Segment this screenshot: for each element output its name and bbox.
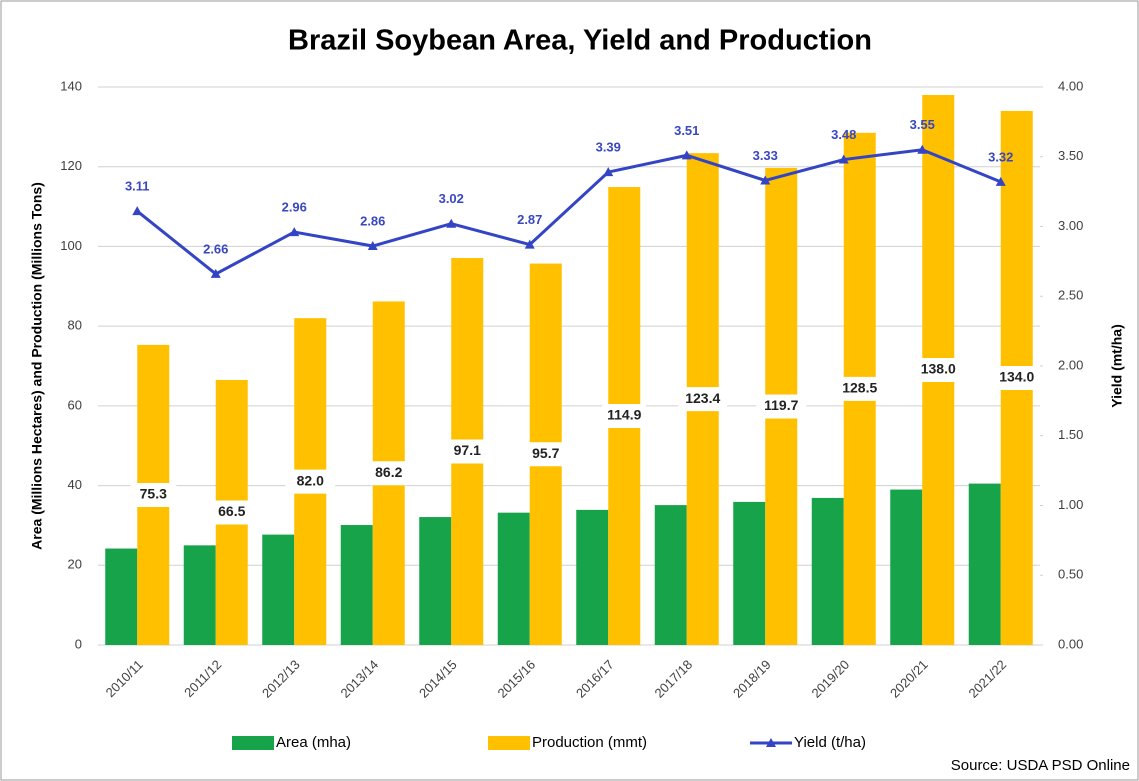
line-marker xyxy=(524,239,535,249)
value-label: 3.55 xyxy=(910,117,935,132)
y-tick-label: 20 xyxy=(68,557,82,572)
legend-label: Yield (t/ha) xyxy=(794,734,866,751)
y-tick-label: 0 xyxy=(75,636,82,651)
bar xyxy=(497,512,530,645)
value-label: 3.02 xyxy=(439,191,464,206)
value-label-box xyxy=(677,387,728,412)
y2-tick-label: 3.00 xyxy=(1058,218,1083,233)
value-label-box xyxy=(991,365,1042,390)
line-marker xyxy=(760,175,771,185)
value-label-box xyxy=(442,439,493,464)
bar xyxy=(340,525,373,645)
legend-marker xyxy=(766,738,776,747)
bar xyxy=(262,534,295,645)
value-label: 3.32 xyxy=(988,149,1013,164)
value-label-box xyxy=(363,461,414,486)
bar xyxy=(576,509,609,645)
y2-tick-label: 1.50 xyxy=(1058,427,1083,442)
y2-tick-label: 1.00 xyxy=(1058,497,1083,512)
y2-axis-title: Yield (mt/ha) xyxy=(1109,324,1125,408)
value-label: 3.48 xyxy=(831,127,856,142)
bar xyxy=(733,501,766,645)
y-tick-label: 40 xyxy=(68,477,82,492)
line-marker xyxy=(917,144,928,154)
source-note: Source: USDA PSD Online xyxy=(951,757,1130,774)
value-label: 95.7 xyxy=(532,445,559,461)
bar xyxy=(890,489,923,645)
value-label: 3.33 xyxy=(753,148,778,163)
value-label-box xyxy=(913,357,964,382)
y-tick-label: 80 xyxy=(68,318,82,333)
line-marker xyxy=(838,154,849,164)
value-label-box xyxy=(834,376,885,401)
line-marker xyxy=(132,206,143,216)
value-label: 2.66 xyxy=(203,241,228,256)
y-tick-label: 100 xyxy=(60,238,82,253)
value-label: 2.87 xyxy=(517,212,542,227)
y2-tick-label: 2.00 xyxy=(1058,357,1083,372)
bar xyxy=(183,545,216,645)
value-label: 114.9 xyxy=(607,407,641,423)
y-tick-label: 60 xyxy=(68,397,82,412)
y2-tick-label: 4.00 xyxy=(1058,78,1083,93)
line-marker xyxy=(681,150,692,160)
bar xyxy=(105,548,138,645)
value-label-box xyxy=(756,394,807,419)
legend-label: Production (mmt) xyxy=(532,734,647,751)
value-label: 66.5 xyxy=(218,503,245,519)
value-label: 119.7 xyxy=(764,397,798,413)
value-label: 134.0 xyxy=(999,369,1034,385)
y2-tick-label: 0.00 xyxy=(1058,636,1083,651)
grid xyxy=(98,86,1043,646)
line-marker xyxy=(289,227,300,237)
value-label-box xyxy=(285,469,336,494)
legend-swatch xyxy=(488,736,530,750)
value-label: 128.5 xyxy=(842,380,877,396)
value-label: 86.2 xyxy=(375,464,402,480)
line-marker xyxy=(603,167,614,177)
bar xyxy=(811,497,844,645)
value-label: 3.51 xyxy=(674,123,699,138)
y-tick-label: 120 xyxy=(60,158,82,173)
value-label: 3.11 xyxy=(125,179,150,194)
bar xyxy=(419,517,452,645)
bar xyxy=(654,505,687,645)
value-label: 2.86 xyxy=(360,213,385,228)
y2-tick-label: 3.50 xyxy=(1058,148,1083,163)
value-label: 82.0 xyxy=(297,472,324,488)
value-label-box xyxy=(206,500,257,525)
y2-tick-label: 0.50 xyxy=(1058,567,1083,582)
y-axis-title: Area (Millions Hectares) and Production … xyxy=(29,182,45,550)
chart-title: Brazil Soybean Area, Yield and Productio… xyxy=(288,25,872,57)
line-marker xyxy=(446,218,457,228)
line-marker xyxy=(210,268,221,278)
line-marker xyxy=(367,241,378,251)
value-label: 75.3 xyxy=(140,486,167,502)
value-label-box xyxy=(128,482,179,507)
bar xyxy=(968,483,1001,645)
legend-swatch xyxy=(232,736,274,750)
value-label: 123.4 xyxy=(685,390,720,406)
y2-tick-label: 2.50 xyxy=(1058,288,1083,303)
line-marker xyxy=(995,176,1006,186)
overlay: 75.3 66.5 82.0 86.2 97.1 95.7 114.9 123.4 119.7 1… xyxy=(125,117,1042,525)
line xyxy=(136,148,1002,276)
value-label-box xyxy=(599,404,650,429)
legend-label: Area (mha) xyxy=(276,734,351,751)
value-label: 2.96 xyxy=(282,200,307,215)
value-label: 3.39 xyxy=(596,140,621,155)
value-label: 97.1 xyxy=(454,442,481,458)
y-tick-label: 140 xyxy=(60,78,82,93)
value-label: 138.0 xyxy=(921,361,956,377)
value-label-box xyxy=(520,442,571,467)
